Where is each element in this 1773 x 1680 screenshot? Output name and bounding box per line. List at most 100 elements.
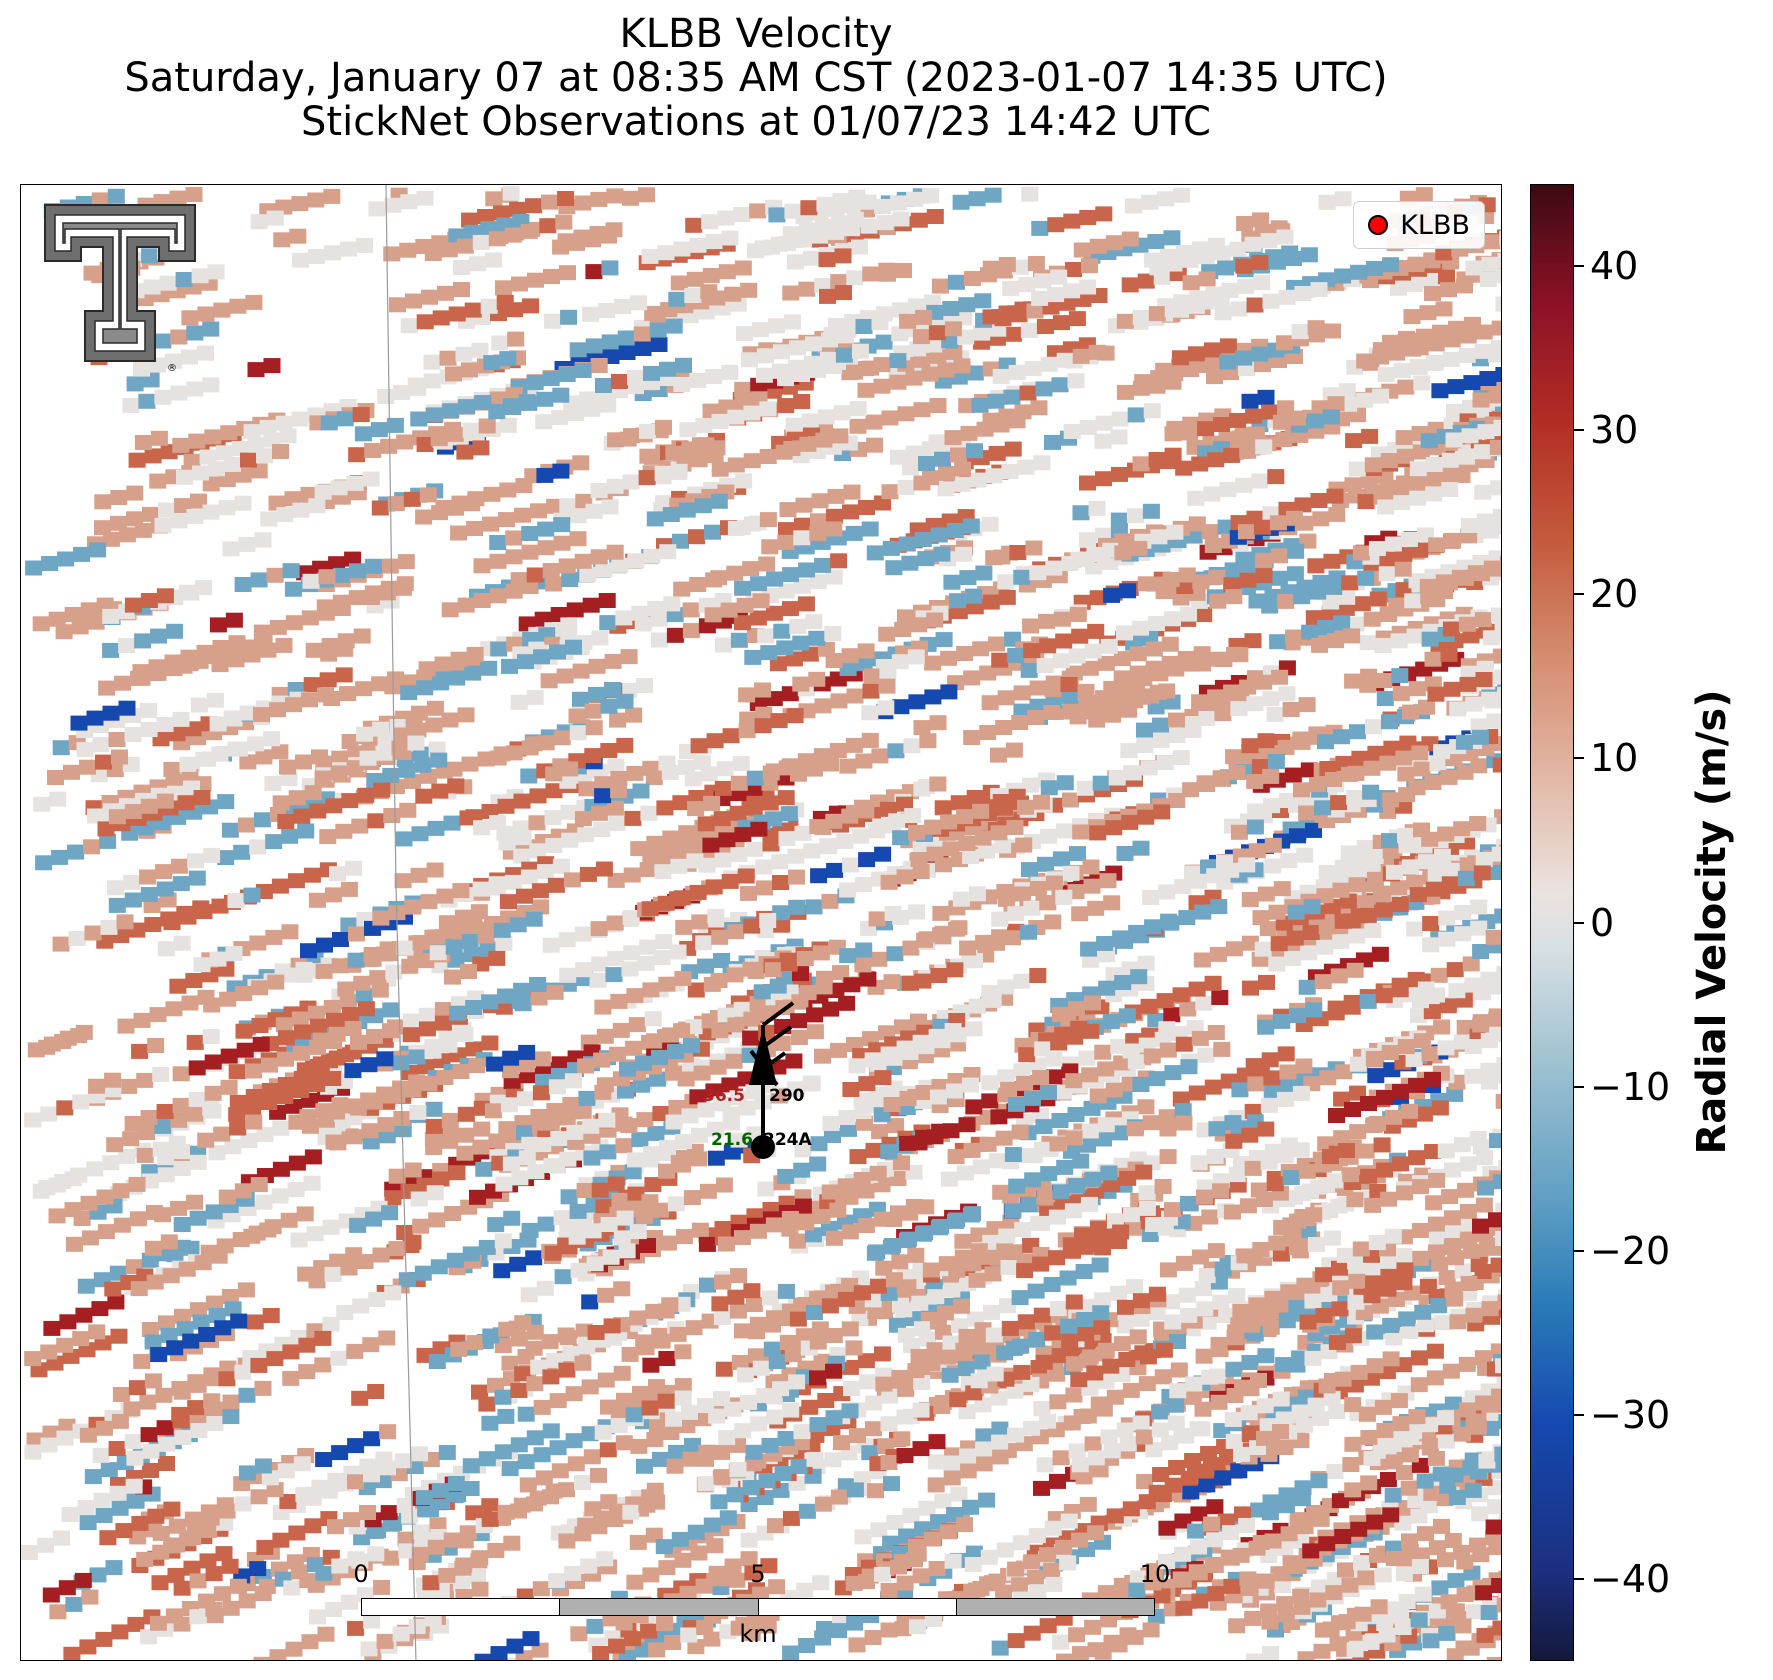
velocity-pixel [221, 1289, 239, 1304]
velocity-pixel [697, 958, 715, 974]
velocity-pixel [1309, 1592, 1327, 1608]
velocity-pixel [797, 1215, 815, 1231]
velocity-pixel [195, 904, 213, 920]
velocity-pixel [1033, 1480, 1050, 1496]
velocity-pixel [1294, 497, 1312, 513]
velocity-pixel [249, 839, 267, 855]
velocity-pixel [1392, 1156, 1410, 1172]
velocity-pixel [170, 513, 188, 529]
velocity-pixel [1148, 378, 1166, 394]
velocity-pixel [343, 1512, 360, 1528]
velocity-pixel [438, 1445, 456, 1460]
velocity-pixel [577, 827, 595, 843]
velocity-pixel [322, 1316, 340, 1332]
velocity-pixel [108, 1441, 126, 1456]
velocity-pixel [473, 820, 491, 836]
velocity-pixel [1193, 952, 1211, 968]
velocity-pixel [215, 1546, 233, 1562]
velocity-pixel [861, 521, 879, 537]
velocity-pixel [1118, 1352, 1136, 1367]
velocity-pixel [1465, 1307, 1483, 1323]
velocity-pixel [1036, 1457, 1054, 1473]
velocity-pixel [291, 1011, 309, 1027]
velocity-pixel [745, 800, 763, 816]
velocity-pixel [678, 825, 696, 841]
velocity-pixel [1145, 641, 1163, 657]
velocity-pixel [232, 1232, 250, 1247]
velocity-pixel [285, 1641, 303, 1657]
velocity-pixel [303, 867, 321, 883]
velocity-pixel [607, 950, 625, 966]
velocity-pixel [1502, 1273, 1503, 1288]
velocity-pixel [655, 934, 673, 949]
velocity-pixel [1353, 596, 1371, 612]
velocity-pixel [1052, 1634, 1070, 1650]
velocity-pixel [672, 795, 690, 811]
velocity-pixel [862, 266, 880, 282]
velocity-pixel [701, 214, 719, 230]
velocity-pixel [307, 1005, 325, 1021]
velocity-pixel [585, 264, 603, 280]
velocity-pixel [724, 1558, 742, 1574]
velocity-pixel [117, 1018, 135, 1034]
velocity-pixel [329, 866, 346, 882]
velocity-pixel [890, 195, 908, 211]
velocity-pixel [714, 637, 732, 653]
velocity-pixel [1496, 1056, 1501, 1072]
velocity-pixel [263, 432, 281, 448]
velocity-pixel [227, 652, 245, 668]
velocity-pixel [926, 209, 944, 224]
velocity-pixel [389, 297, 406, 313]
velocity-pixel [1203, 486, 1221, 502]
velocity-pixel [593, 822, 611, 837]
velocity-pixel [1110, 429, 1128, 445]
velocity-pixel [943, 1282, 961, 1298]
velocity-pixel [892, 699, 910, 715]
velocity-pixel [544, 313, 562, 329]
velocity-pixel [581, 1426, 599, 1442]
velocity-pixel [498, 512, 516, 528]
velocity-pixel [163, 915, 181, 931]
velocity-pixel [1304, 1293, 1322, 1309]
velocity-pixel [574, 926, 592, 942]
velocity-pixel [1454, 926, 1472, 942]
velocity-pixel [913, 781, 931, 797]
velocity-pixel [1280, 853, 1298, 869]
velocity-pixels [21, 185, 1503, 1660]
velocity-pixel [32, 616, 50, 632]
velocity-pixel [1191, 1249, 1209, 1265]
velocity-pixel [503, 1210, 521, 1226]
velocity-pixel [736, 1367, 754, 1383]
velocity-pixel [629, 1310, 647, 1326]
velocity-pixel [140, 1427, 158, 1443]
velocity-pixel [1031, 220, 1049, 236]
velocity-pixel [662, 830, 680, 846]
velocity-pixel [1045, 1069, 1063, 1085]
velocity-pixel [530, 990, 548, 1006]
velocity-pixel [841, 1359, 859, 1375]
velocity-pixel [426, 700, 444, 716]
velocity-pixel [397, 554, 415, 570]
velocity-pixel [1428, 1244, 1446, 1260]
velocity-pixel [243, 647, 261, 663]
velocity-pixel [620, 649, 638, 665]
radar-map-panel[interactable]: 36.5 290 21.6 224A ® KLBB 0 5 10 km [20, 184, 1502, 1661]
velocity-pixel [718, 264, 736, 280]
velocity-pixel [1465, 260, 1483, 276]
velocity-pixel [275, 637, 293, 653]
velocity-pixel [646, 1432, 664, 1447]
velocity-pixel [955, 546, 973, 562]
velocity-pixel [212, 640, 230, 655]
velocity-pixel [1150, 529, 1168, 545]
velocity-pixel [1474, 343, 1492, 359]
velocity-pixel [1442, 351, 1460, 367]
velocity-pixel [966, 365, 984, 381]
velocity-pixel [383, 246, 401, 262]
velocity-pixel [234, 495, 252, 511]
velocity-pixel [40, 1437, 58, 1453]
velocity-pixel [1047, 217, 1065, 233]
velocity-pixel [1375, 673, 1393, 688]
velocity-pixel [954, 1233, 972, 1249]
velocity-pixel [1241, 393, 1259, 409]
velocity-pixel [1413, 1033, 1431, 1049]
